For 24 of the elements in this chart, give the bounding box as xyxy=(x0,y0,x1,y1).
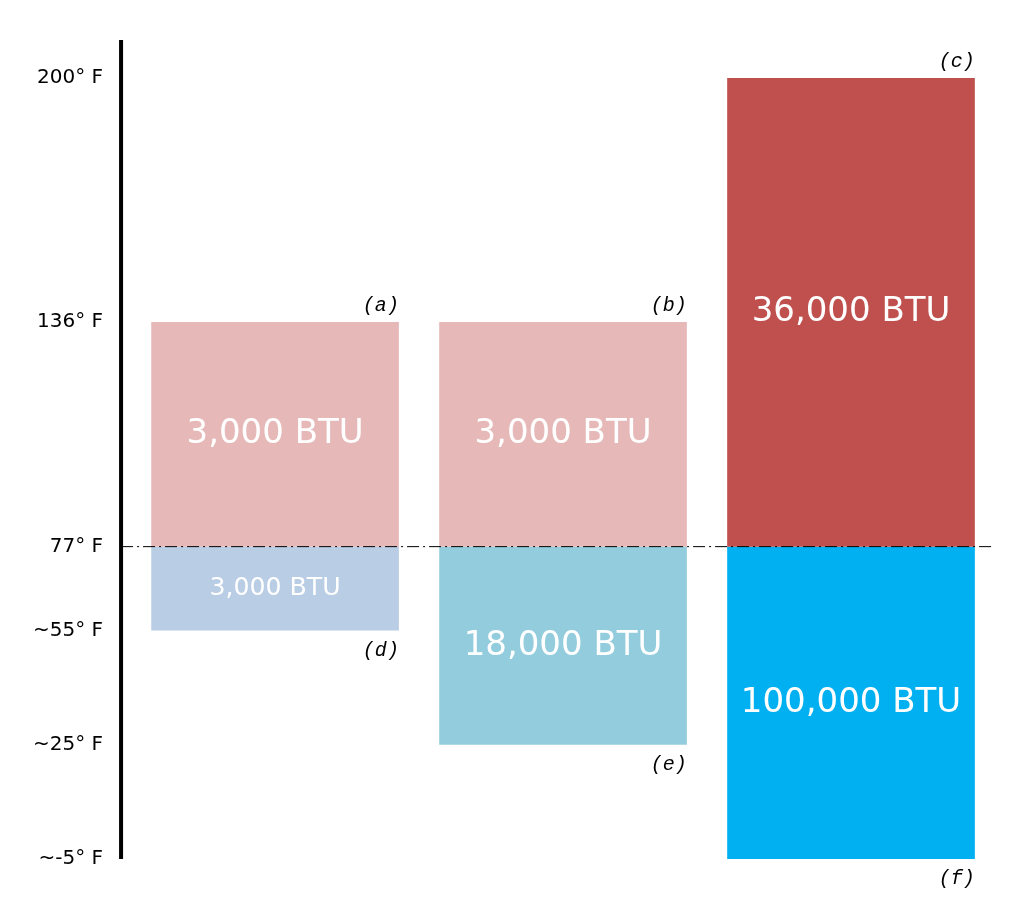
bar xyxy=(439,321,687,547)
bar xyxy=(439,546,687,745)
annotation: 100,000 BTU xyxy=(740,679,962,720)
annotation: (b) xyxy=(650,294,687,318)
y-tick-label: ~-5° F xyxy=(38,845,104,870)
y-tick-label: 200° F xyxy=(37,64,104,89)
annotation: 18,000 BTU xyxy=(463,622,663,663)
annotation: 3,000 BTU xyxy=(209,572,341,602)
annotation: (c) xyxy=(938,50,975,74)
annotation: (e) xyxy=(650,753,687,777)
y-tick-label: 136° F xyxy=(37,308,104,333)
annotation: 3,000 BTU xyxy=(474,411,652,452)
y-tick-label: ~25° F xyxy=(32,730,104,755)
annotation: 36,000 BTU xyxy=(751,289,951,330)
y-tick-label: ~55° F xyxy=(32,616,104,641)
annotation: (a) xyxy=(362,294,399,318)
annotation: (f) xyxy=(938,867,975,891)
bar xyxy=(727,78,975,547)
bar xyxy=(151,321,399,547)
annotation: (d) xyxy=(362,638,399,662)
bar xyxy=(727,546,975,859)
bar xyxy=(151,546,399,631)
annotation: 3,000 BTU xyxy=(186,411,364,452)
y-tick-label: 77° F xyxy=(49,532,104,557)
